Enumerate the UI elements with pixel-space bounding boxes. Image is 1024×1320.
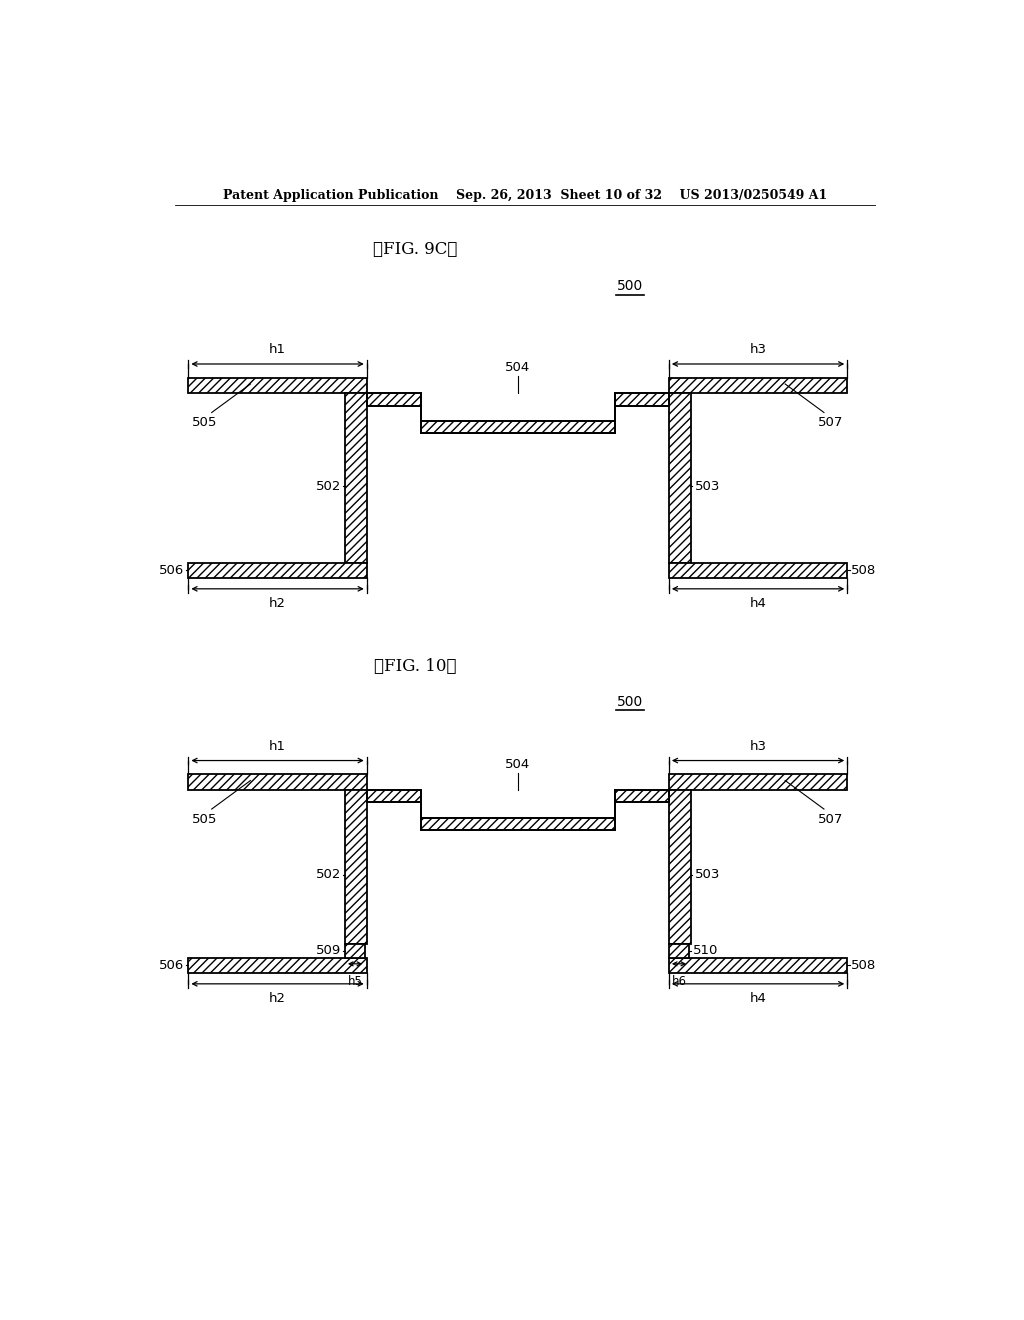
- Bar: [669, 378, 847, 393]
- Bar: [669, 789, 690, 944]
- Text: 500: 500: [617, 279, 643, 293]
- Text: 510: 510: [693, 944, 719, 957]
- Text: 502: 502: [315, 869, 341, 880]
- Text: 507: 507: [818, 416, 844, 429]
- Text: Patent Application Publication    Sep. 26, 2013  Sheet 10 of 32    US 2013/02505: Patent Application Publication Sep. 26, …: [222, 189, 827, 202]
- Text: h1: h1: [269, 739, 286, 752]
- Text: h4: h4: [750, 991, 767, 1005]
- Bar: [345, 944, 366, 958]
- Bar: [669, 775, 847, 789]
- Bar: [669, 562, 847, 578]
- Text: 508: 508: [851, 958, 877, 972]
- Text: 500: 500: [617, 694, 643, 709]
- Text: 504: 504: [505, 758, 530, 771]
- Text: 508: 508: [851, 564, 877, 577]
- Text: 505: 505: [193, 416, 218, 429]
- Text: 504: 504: [505, 360, 530, 374]
- Text: 509: 509: [315, 944, 341, 957]
- Text: 503: 503: [694, 480, 720, 492]
- Text: h2: h2: [269, 597, 286, 610]
- Bar: [669, 958, 847, 973]
- Bar: [345, 393, 367, 562]
- Text: 506: 506: [160, 564, 184, 577]
- Bar: [421, 421, 614, 433]
- Bar: [614, 393, 669, 405]
- Bar: [421, 817, 614, 830]
- Text: h4: h4: [750, 597, 767, 610]
- Text: 505: 505: [193, 813, 218, 826]
- Text: 【FIG. 9C】: 【FIG. 9C】: [373, 240, 457, 257]
- Bar: [345, 789, 367, 944]
- Text: h3: h3: [750, 343, 767, 356]
- Text: h6: h6: [672, 974, 686, 987]
- Text: h3: h3: [750, 739, 767, 752]
- Bar: [669, 944, 689, 958]
- Text: 502: 502: [315, 480, 341, 492]
- Text: h1: h1: [269, 343, 286, 356]
- Bar: [188, 775, 367, 789]
- Text: h2: h2: [269, 991, 286, 1005]
- Bar: [188, 378, 367, 393]
- Bar: [367, 393, 421, 405]
- Text: 506: 506: [160, 958, 184, 972]
- Bar: [188, 562, 367, 578]
- Text: h5: h5: [347, 974, 362, 987]
- Bar: [614, 789, 669, 803]
- Text: 503: 503: [694, 869, 720, 880]
- Text: 507: 507: [818, 813, 844, 826]
- Bar: [367, 789, 421, 803]
- Bar: [669, 393, 690, 562]
- Text: 【FIG. 10】: 【FIG. 10】: [374, 659, 456, 675]
- Bar: [188, 958, 367, 973]
